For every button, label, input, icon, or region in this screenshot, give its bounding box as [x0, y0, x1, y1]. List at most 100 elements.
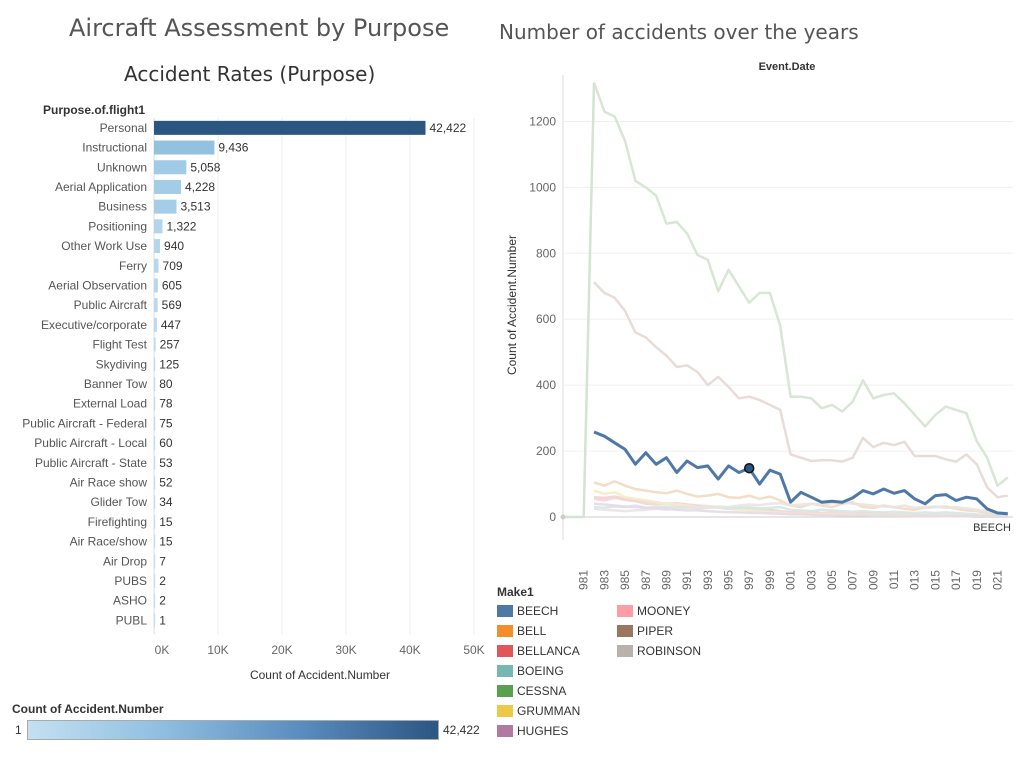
bar-value-label: 78 — [159, 397, 173, 411]
legend-swatch — [617, 645, 633, 657]
legend-item-piper[interactable]: PIPER — [617, 621, 673, 641]
line-x-tick: 2005 — [825, 570, 839, 590]
bar-category-label: PUBL — [116, 613, 148, 627]
bar-category-label: ASHO — [113, 594, 147, 608]
line-x-tick: 1995 — [722, 570, 736, 590]
bar-value-label: 940 — [164, 239, 184, 253]
bar-business — [154, 199, 177, 214]
bar-category-label: Instructional — [82, 141, 147, 155]
bar-category-label: Glider Tow — [91, 495, 148, 509]
bar-category-label: Other Work Use — [61, 239, 147, 253]
line-y-tick: 400 — [536, 378, 556, 392]
line-series-cessna-start — [563, 82, 596, 519]
legend-item-bell[interactable]: BELL — [497, 621, 546, 641]
bar-category-label: Aerial Application — [55, 180, 147, 194]
bar-value-label: 9,436 — [218, 141, 248, 155]
bar-personal — [154, 120, 426, 135]
legend-item-robinson[interactable]: ROBINSON — [617, 641, 701, 661]
bar-value-label: 4,228 — [185, 180, 215, 194]
make-legend-title: Make1 — [497, 585, 534, 599]
bar-row-header: Purpose.of.flight1 — [43, 103, 145, 117]
bar-x-tick: 0K — [155, 643, 170, 657]
legend-item-beech[interactable]: BEECH — [497, 601, 558, 621]
bar-air-race-show — [154, 534, 156, 549]
color-legend-title: Count of Accident.Number — [12, 702, 164, 716]
line-x-tick: 2021 — [990, 570, 1004, 590]
legend-swatch — [497, 625, 513, 637]
bar-value-label: 569 — [162, 298, 182, 312]
bar-x-tick: 30K — [335, 643, 356, 657]
bar-x-tick: 10K — [207, 643, 228, 657]
bar-air-race-show — [154, 475, 156, 490]
bar-value-label: 3,513 — [180, 200, 210, 214]
legend-item-bellanca[interactable]: BELLANCA — [497, 641, 580, 661]
bar-category-label: Flight Test — [93, 338, 148, 352]
bar-value-label: 125 — [159, 357, 179, 371]
bar-category-label: Unknown — [97, 160, 147, 174]
line-x-tick: 1985 — [618, 570, 632, 590]
bar-category-label: Public Aircraft — [74, 298, 148, 312]
bar-unknown — [154, 160, 187, 175]
bar-banner-tow — [154, 376, 156, 391]
line-series-beech — [593, 430, 1008, 516]
bar-ferry — [154, 258, 159, 273]
legend-swatch — [497, 665, 513, 677]
legend-item-mooney[interactable]: MOONEY — [617, 601, 690, 621]
line-x-tick: 2001 — [784, 570, 798, 590]
bar-category-label: Air Drop — [103, 554, 147, 568]
line-end-label: BEECH — [973, 522, 1011, 534]
line-series-boeing — [593, 504, 1008, 517]
bar-category-label: Business — [98, 200, 147, 214]
legend-item-hughes[interactable]: HUGHES — [497, 721, 568, 741]
line-y-tick: 1000 — [529, 180, 556, 194]
make-legend[interactable]: BEECH BELL BELLANCA BOEING CESSNA GRUMMAN HUGH… — [497, 601, 737, 741]
line-x-tick: 1981 — [577, 570, 591, 590]
legend-label: GRUMMAN — [517, 704, 581, 718]
bar-value-label: 42,422 — [430, 121, 467, 135]
legend-swatch — [497, 645, 513, 657]
bar-category-label: Public Aircraft - Federal — [22, 416, 147, 430]
color-legend-max: 42,422 — [443, 723, 480, 737]
bar-publ — [154, 613, 156, 628]
bar-chart-title: Accident Rates (Purpose) — [124, 62, 376, 86]
line-x-tick: 2013 — [908, 570, 922, 590]
bar-value-label: 52 — [159, 475, 173, 489]
bar-x-tick: 40K — [399, 643, 420, 657]
legend-label: MOONEY — [637, 604, 691, 618]
bar-value-label: 34 — [159, 495, 173, 509]
line-series-hughes — [593, 502, 1008, 518]
bar-category-label: Skydiving — [96, 357, 147, 371]
bar-public-aircraft — [154, 298, 158, 313]
line-y-axis-label: Count of Accident.Number — [505, 235, 519, 375]
line-series-cessna — [592, 82, 1009, 487]
line-x-tick: 1999 — [763, 570, 777, 590]
bar-category-label: Public Aircraft - Local — [34, 436, 147, 450]
bar-air-drop — [154, 554, 156, 569]
bar-public-aircraft-local — [154, 436, 156, 451]
legend-swatch — [497, 605, 513, 617]
line-column-header: Event.Date — [759, 61, 816, 73]
legend-item-cessna[interactable]: CESSNA — [497, 681, 566, 701]
line-x-tick: 1987 — [639, 570, 653, 590]
line-series-piper — [593, 281, 1008, 499]
line-x-tick: 2003 — [804, 570, 818, 590]
bar-category-label: Air Race/show — [70, 535, 148, 549]
dashboard-title: Aircraft Assessment by Purpose — [69, 14, 450, 42]
color-gradient-bar — [27, 720, 439, 740]
legend-swatch — [617, 625, 633, 637]
line-chart: Event.Date 0 200 400 600 800 1000 1200 Count of … — [505, 61, 1013, 590]
bar-value-label: 709 — [163, 259, 183, 273]
bar-skydiving — [154, 357, 156, 372]
bar-category-label: Air Race show — [70, 475, 148, 489]
line-x-tick: 2011 — [887, 570, 901, 590]
line-y-tick: 600 — [536, 312, 556, 326]
line-x-tick: 2009 — [866, 570, 880, 590]
legend-item-grumman[interactable]: GRUMMAN — [497, 701, 580, 721]
bar-public-aircraft-state — [154, 455, 156, 470]
bar-value-label: 605 — [162, 278, 182, 292]
bar-value-label: 7 — [159, 554, 166, 568]
line-y-tick: 0 — [549, 510, 556, 524]
legend-item-boeing[interactable]: BOEING — [497, 661, 564, 681]
legend-label: BELLANCA — [517, 644, 580, 658]
bar-public-aircraft-federal — [154, 416, 156, 431]
